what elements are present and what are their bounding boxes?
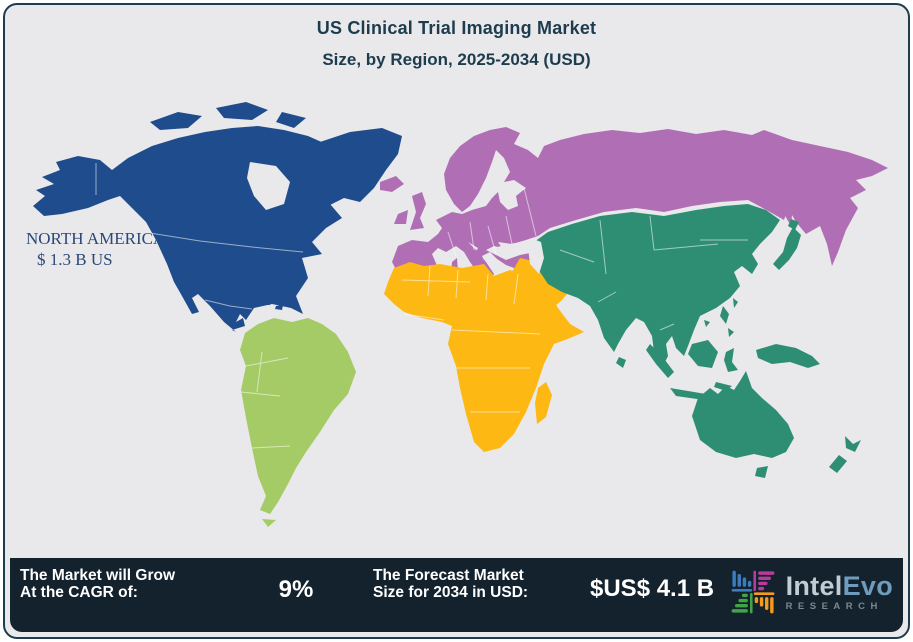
title-line-1: US Clinical Trial Imaging Market (316, 18, 597, 38)
logo-bars-blue (731, 570, 752, 592)
cagr-value: 9% (278, 576, 314, 603)
logo-bars-orange (753, 592, 774, 614)
cagr-label-line-1: The Market will Grow (20, 567, 176, 584)
forecast-label-line-1: The Forecast Market (373, 567, 524, 584)
logo-bars-green (731, 592, 753, 614)
logo-brand-part-1: Intel (785, 570, 843, 601)
north-america-annotation: NORTH AMERICA $ 1.3 B US (26, 228, 165, 270)
footer-bar: The Market will Grow At the CAGR of: 9% … (10, 558, 903, 632)
intelevo-logo-icon (731, 570, 774, 614)
forecast-label: The Forecast Market Size for 2034 in USD… (373, 567, 528, 601)
logo-text: IntelEvo RESEARCH (785, 570, 893, 612)
logo-bars-magenta (752, 570, 774, 592)
cagr-label: The Market will Grow At the CAGR of: (20, 567, 175, 601)
logo-brand-part-2: Evo (842, 570, 893, 601)
frame: US Clinical Trial Imaging Market Size, b… (3, 3, 910, 639)
annotation-region-name: NORTH AMERICA (26, 229, 166, 248)
title-line-2: Size, by Region, 2025-2034 (USD) (322, 50, 591, 69)
logo-brand: IntelEvo (785, 570, 893, 601)
intelevo-logo: IntelEvo RESEARCH (729, 565, 893, 619)
logo-tagline: RESEARCH (785, 600, 883, 612)
cagr-label-line-2: At the CAGR of: (20, 584, 138, 601)
page-title: US Clinical Trial Imaging Market Size, b… (5, 18, 908, 70)
annotation-region-value: $ 1.3 B US (37, 250, 113, 269)
forecast-value: $US$ 4.1 B (590, 575, 715, 602)
forecast-label-line-2: Size for 2034 in USD: (373, 584, 529, 601)
